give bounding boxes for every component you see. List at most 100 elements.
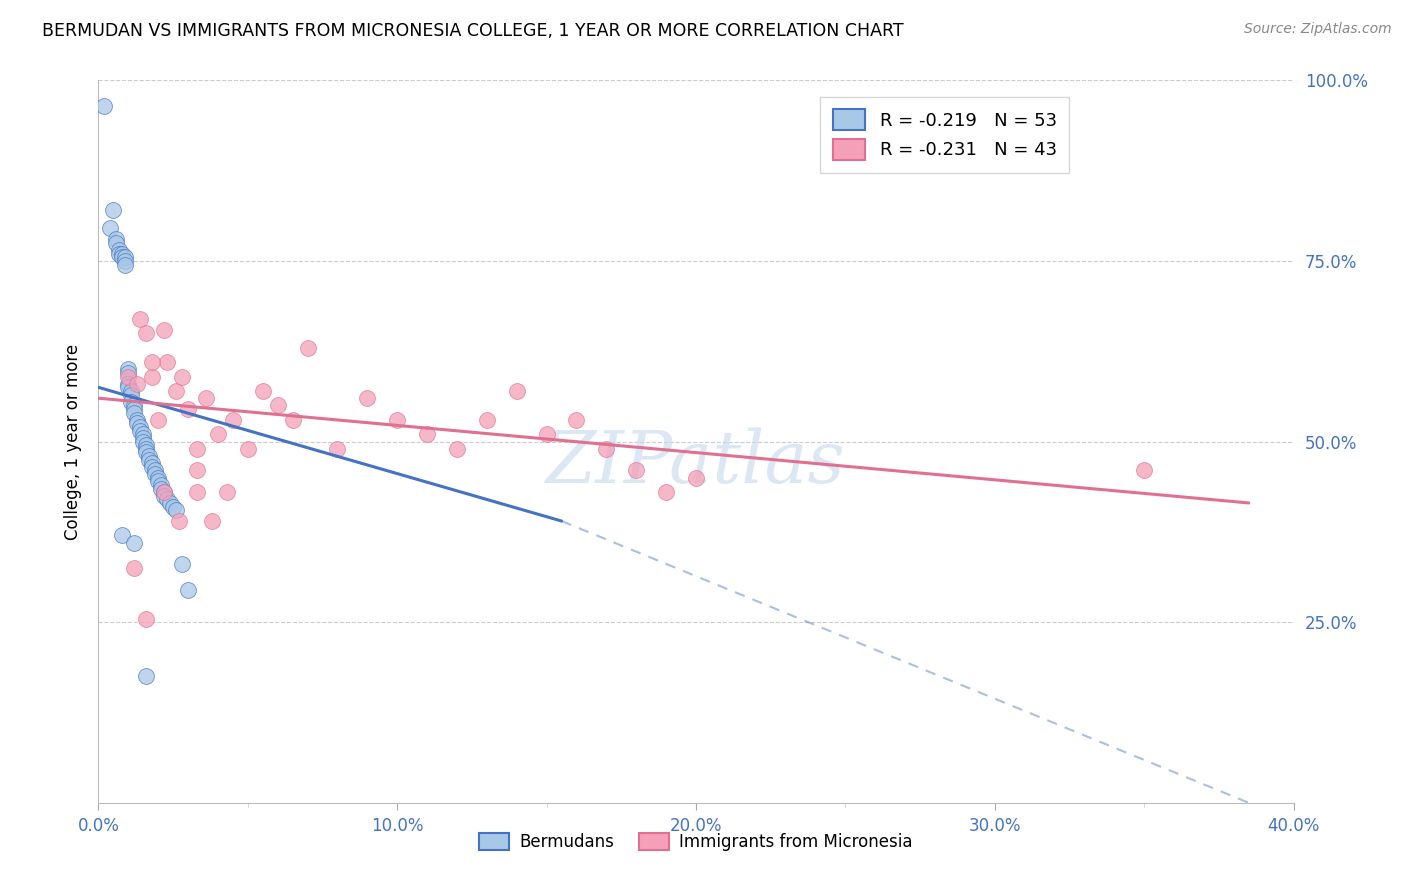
Point xyxy=(103,203,125,218)
Point xyxy=(120,394,142,409)
Point xyxy=(105,232,128,246)
Y-axis label: College, 1 year or more: College, 1 year or more xyxy=(63,343,82,540)
Text: BERMUDAN VS IMMIGRANTS FROM MICRONESIA COLLEGE, 1 YEAR OR MORE CORRELATION CHART: BERMUDAN VS IMMIGRANTS FROM MICRONESIA C… xyxy=(42,22,904,40)
Point xyxy=(117,376,139,391)
Point xyxy=(124,406,146,420)
Point xyxy=(127,417,149,431)
Point xyxy=(172,558,194,572)
Point xyxy=(177,402,200,417)
Point xyxy=(416,427,439,442)
Point xyxy=(1133,463,1156,477)
Point xyxy=(148,413,170,427)
Point xyxy=(117,380,139,394)
Point xyxy=(252,384,274,398)
Point xyxy=(356,391,378,405)
Point xyxy=(186,442,208,456)
Point xyxy=(281,413,304,427)
Point xyxy=(162,500,184,514)
Point xyxy=(111,528,134,542)
Point xyxy=(129,311,152,326)
Point xyxy=(98,221,122,235)
Point xyxy=(132,427,155,442)
Point xyxy=(506,384,529,398)
Point xyxy=(626,463,648,477)
Point xyxy=(117,366,139,380)
Point xyxy=(153,485,176,500)
Point xyxy=(267,398,290,412)
Point xyxy=(215,485,238,500)
Point xyxy=(108,243,131,257)
Point xyxy=(153,322,176,336)
Point xyxy=(135,438,157,452)
Point xyxy=(111,250,134,264)
Point xyxy=(297,341,319,355)
Point xyxy=(201,514,224,528)
Point xyxy=(475,413,498,427)
Point xyxy=(111,246,134,260)
Point xyxy=(446,442,468,456)
Point xyxy=(93,98,115,112)
Point xyxy=(124,535,146,549)
Point xyxy=(135,442,157,456)
Point xyxy=(186,463,208,477)
Point xyxy=(141,459,163,474)
Point xyxy=(186,485,208,500)
Point xyxy=(132,431,155,445)
Point xyxy=(655,485,678,500)
Point xyxy=(129,420,152,434)
Point xyxy=(685,470,707,484)
Point xyxy=(114,258,136,272)
Point xyxy=(141,355,163,369)
Point xyxy=(124,402,146,417)
Point xyxy=(172,369,194,384)
Point xyxy=(120,384,142,398)
Point xyxy=(385,413,409,427)
Point xyxy=(236,442,259,456)
Point xyxy=(135,326,157,340)
Point xyxy=(120,387,142,401)
Point xyxy=(165,384,187,398)
Point xyxy=(156,355,179,369)
Point xyxy=(153,489,176,503)
Point xyxy=(117,369,139,384)
Point xyxy=(207,427,229,442)
Point xyxy=(148,470,170,484)
Point xyxy=(156,492,179,507)
Point xyxy=(595,442,617,456)
Point xyxy=(141,369,163,384)
Point xyxy=(129,424,152,438)
Point xyxy=(108,246,131,260)
Text: Source: ZipAtlas.com: Source: ZipAtlas.com xyxy=(1244,22,1392,37)
Point xyxy=(135,611,157,625)
Point xyxy=(138,452,160,467)
Point xyxy=(195,391,218,405)
Text: ZIPatlas: ZIPatlas xyxy=(546,428,846,499)
Point xyxy=(167,514,190,528)
Point xyxy=(138,449,160,463)
Point xyxy=(124,398,146,412)
Point xyxy=(536,427,558,442)
Point xyxy=(177,582,200,597)
Point xyxy=(127,413,149,427)
Point xyxy=(326,442,349,456)
Point xyxy=(143,467,166,481)
Point xyxy=(143,463,166,477)
Point xyxy=(135,445,157,459)
Legend: Bermudans, Immigrants from Micronesia: Bermudans, Immigrants from Micronesia xyxy=(471,825,921,860)
Point xyxy=(114,250,136,264)
Point xyxy=(222,413,245,427)
Point xyxy=(141,456,163,470)
Point xyxy=(153,485,176,500)
Point xyxy=(105,235,128,250)
Point xyxy=(150,482,173,496)
Point xyxy=(124,561,146,575)
Point xyxy=(114,253,136,268)
Point xyxy=(150,478,173,492)
Point xyxy=(132,434,155,449)
Point xyxy=(117,362,139,376)
Point xyxy=(135,669,157,683)
Point xyxy=(159,496,181,510)
Point xyxy=(565,413,588,427)
Point xyxy=(148,475,170,489)
Point xyxy=(165,503,187,517)
